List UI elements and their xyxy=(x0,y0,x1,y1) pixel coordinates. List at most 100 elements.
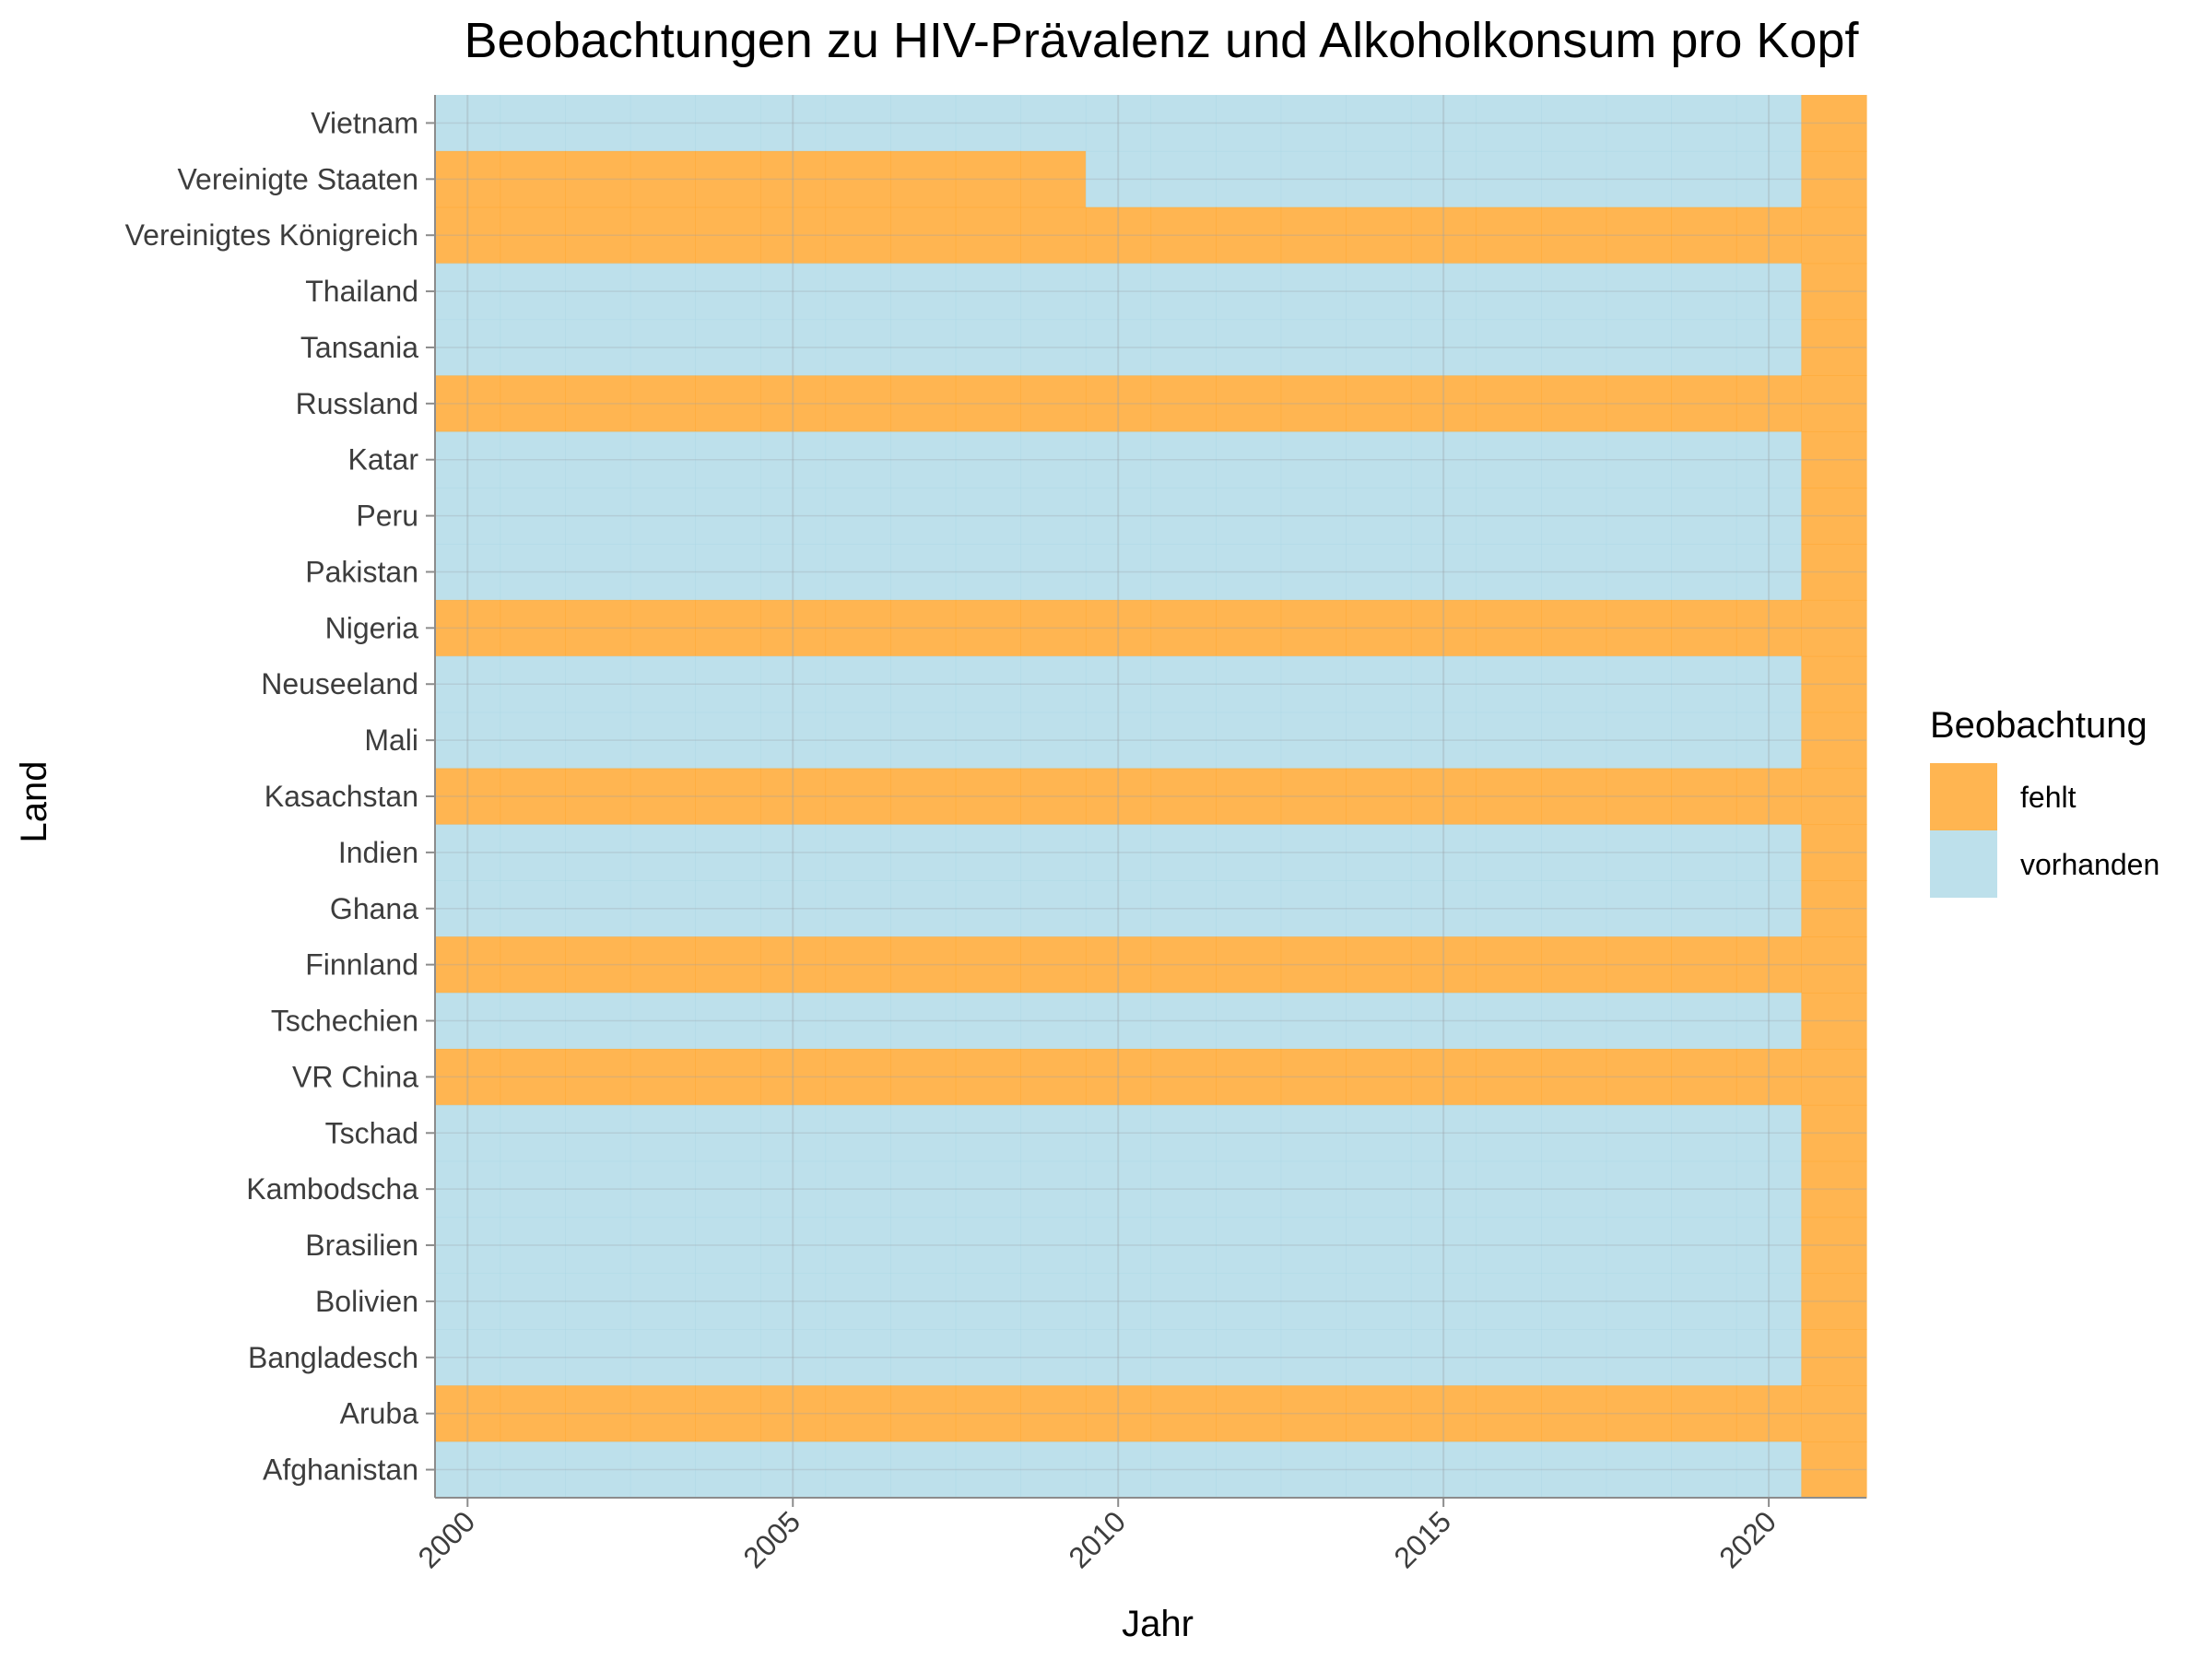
heatmap-cell xyxy=(1346,993,1412,1050)
heatmap-cell xyxy=(1150,263,1217,321)
heatmap-cell xyxy=(825,712,891,770)
heatmap-cell xyxy=(1150,768,1217,826)
heatmap-cell xyxy=(435,936,501,994)
heatmap-cell xyxy=(1606,880,1672,937)
heatmap-cell xyxy=(565,206,631,265)
heatmap-cell xyxy=(500,655,566,713)
heatmap-cell xyxy=(890,768,957,826)
heatmap-cell xyxy=(1735,263,1803,321)
heatmap-cell xyxy=(500,1329,566,1386)
heatmap-cell xyxy=(1150,936,1217,994)
heatmap-cell xyxy=(695,599,761,657)
heatmap-cell xyxy=(1606,936,1672,994)
heatmap-cell xyxy=(1606,1048,1672,1106)
heatmap-cell xyxy=(1150,1273,1217,1330)
heatmap-cell xyxy=(1735,150,1803,208)
heatmap-cell xyxy=(890,544,957,601)
heatmap-cell xyxy=(565,712,631,770)
heatmap-cell xyxy=(1085,150,1152,208)
heatmap-cell xyxy=(1541,544,1607,601)
heatmap-cell xyxy=(759,1217,827,1275)
heatmap-cell xyxy=(1085,488,1152,545)
heatmap-cell xyxy=(1671,1160,1737,1218)
heatmap-cell xyxy=(1671,206,1737,265)
heatmap-cell xyxy=(1020,95,1087,152)
heatmap-cell xyxy=(1671,768,1737,826)
heatmap-cell xyxy=(1085,1273,1152,1330)
heatmap-cell xyxy=(565,263,631,321)
heatmap-cell xyxy=(1085,1160,1152,1218)
heatmap-cell xyxy=(1606,993,1672,1050)
heatmap-cell xyxy=(1476,824,1542,881)
legend-key-vorhanden xyxy=(1930,830,1997,898)
heatmap-cell xyxy=(500,1441,566,1499)
heatmap-cell xyxy=(1541,1217,1607,1275)
heatmap-cell xyxy=(435,488,501,545)
heatmap-cell xyxy=(1671,993,1737,1050)
heatmap-cell xyxy=(1020,263,1087,321)
heatmap-cell xyxy=(1216,431,1282,488)
heatmap-cell xyxy=(1216,599,1282,657)
heatmap-cell xyxy=(1410,1104,1477,1162)
heatmap-cell xyxy=(1606,824,1672,881)
heatmap-cell xyxy=(695,1217,761,1275)
heatmap-cell xyxy=(435,1385,501,1442)
heatmap-cell xyxy=(1606,712,1672,770)
heatmap-cell xyxy=(1410,655,1477,713)
y-tick-label: Kasachstan xyxy=(265,780,418,813)
heatmap-cell xyxy=(1671,95,1737,152)
heatmap-cell xyxy=(890,488,957,545)
heatmap-cell xyxy=(1216,263,1282,321)
heatmap-cell xyxy=(1346,206,1412,265)
heatmap-cell xyxy=(1346,599,1412,657)
heatmap-cell xyxy=(1020,880,1087,937)
heatmap-cell xyxy=(565,768,631,826)
heatmap-cell xyxy=(629,1160,696,1218)
heatmap-cell xyxy=(890,1048,957,1106)
heatmap-cell xyxy=(1085,936,1152,994)
heatmap-cell xyxy=(1541,655,1607,713)
heatmap-cell xyxy=(1476,1273,1542,1330)
heatmap-cell xyxy=(825,1104,891,1162)
heatmap-cell xyxy=(695,431,761,488)
heatmap-cell xyxy=(1606,375,1672,432)
y-tick-label: VR China xyxy=(292,1060,418,1093)
heatmap-cell xyxy=(1735,880,1803,937)
heatmap-cell xyxy=(1801,936,1867,994)
heatmap-cell xyxy=(695,1104,761,1162)
heatmap-cell xyxy=(435,655,501,713)
heatmap-cell xyxy=(1541,263,1607,321)
heatmap-cell xyxy=(629,993,696,1050)
heatmap-cell xyxy=(1671,1385,1737,1442)
heatmap-cell xyxy=(759,824,827,881)
heatmap-cell xyxy=(1150,1385,1217,1442)
heatmap-cell xyxy=(825,1048,891,1106)
heatmap-cell xyxy=(1280,375,1347,432)
heatmap-cell xyxy=(1216,936,1282,994)
heatmap-cell xyxy=(1735,1441,1803,1499)
heatmap-cell xyxy=(1476,1217,1542,1275)
heatmap-cell xyxy=(1476,488,1542,545)
heatmap-cell xyxy=(1801,263,1867,321)
heatmap-cell xyxy=(629,936,696,994)
heatmap-cell xyxy=(500,880,566,937)
heatmap-cell xyxy=(1735,824,1803,881)
heatmap-cell xyxy=(1150,95,1217,152)
heatmap-cell xyxy=(1671,544,1737,601)
heatmap-cell xyxy=(955,431,1021,488)
heatmap-cell xyxy=(629,1104,696,1162)
heatmap-cell xyxy=(759,880,827,937)
heatmap-cell xyxy=(1216,95,1282,152)
x-axis-ticks: 2000 2005 2010 2015 2020 xyxy=(411,1498,1783,1574)
heatmap-cell xyxy=(890,712,957,770)
heatmap-cell xyxy=(1410,263,1477,321)
heatmap-cell xyxy=(1346,319,1412,376)
heatmap-cell xyxy=(1085,375,1152,432)
heatmap-cell xyxy=(500,1385,566,1442)
heatmap-cell xyxy=(825,150,891,208)
heatmap-cell xyxy=(1801,150,1867,208)
heatmap-cell xyxy=(1280,1217,1347,1275)
heatmap-cell xyxy=(565,544,631,601)
heatmap-cell xyxy=(500,712,566,770)
gridlines xyxy=(435,95,1866,1498)
